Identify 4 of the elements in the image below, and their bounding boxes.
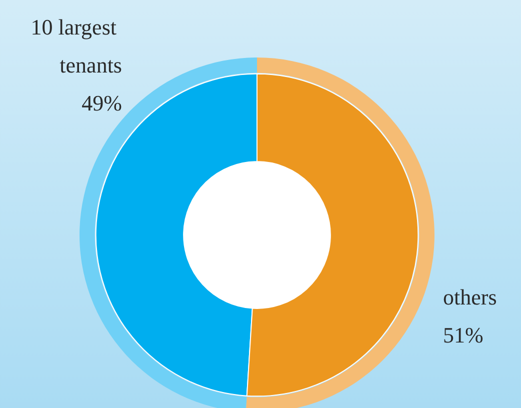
- slice-label: others: [443, 284, 497, 310]
- data-label: 49%: [82, 90, 122, 116]
- slice-label: 10 largest tenants: [30, 14, 122, 78]
- data-label: 51%: [443, 322, 484, 348]
